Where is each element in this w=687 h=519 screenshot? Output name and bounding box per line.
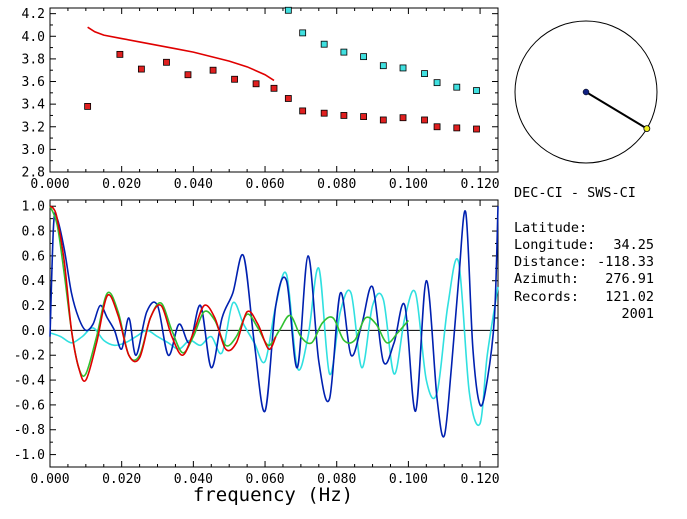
x-tick-label: 0.120 bbox=[461, 177, 500, 192]
compass-circle bbox=[514, 20, 658, 164]
latitude-label: Latitude: bbox=[514, 219, 588, 236]
y-tick-label: 4.0 bbox=[22, 30, 45, 45]
cyan-marker bbox=[379, 62, 387, 70]
y-tick-label: 3.2 bbox=[22, 120, 45, 135]
y-tick-label: 0.8 bbox=[22, 225, 45, 240]
cyan-marker bbox=[453, 83, 461, 91]
x-tick-label: 0.040 bbox=[174, 472, 213, 487]
plot-frame bbox=[49, 199, 499, 468]
y-tick-label: 2.8 bbox=[22, 166, 45, 181]
cyan-marker bbox=[320, 40, 328, 48]
x-tick-label: 0.000 bbox=[30, 177, 69, 192]
latitude-row: Latitude: 34.25 bbox=[514, 202, 684, 253]
station-origin-dot bbox=[582, 88, 590, 96]
y-tick-label: -0.8 bbox=[14, 423, 45, 438]
records-label: Records: bbox=[514, 288, 580, 305]
distance-label: Distance: bbox=[514, 254, 588, 271]
y-tick-label: 3.6 bbox=[22, 75, 45, 90]
cyan-series-line bbox=[49, 258, 499, 426]
cyan-marker bbox=[399, 64, 407, 72]
red-marker bbox=[379, 116, 387, 124]
red-marker bbox=[320, 109, 328, 117]
red-marker bbox=[299, 107, 307, 115]
x-axis-label: frequency (Hz) bbox=[193, 484, 353, 506]
red-marker bbox=[184, 71, 192, 79]
plot-frame bbox=[49, 7, 499, 173]
y-tick-label: 3.4 bbox=[22, 98, 46, 113]
cyan-marker bbox=[360, 53, 368, 61]
y-tick-label: 0.2 bbox=[22, 299, 45, 314]
azimuth-value: 121.02 bbox=[605, 288, 654, 305]
station-target-dot bbox=[643, 125, 651, 132]
records-row: Records: 2001 bbox=[514, 271, 684, 322]
longitude-label: Longitude: bbox=[514, 236, 596, 253]
cyan-marker bbox=[473, 87, 480, 94]
dispersion-curve bbox=[87, 26, 275, 82]
red-marker bbox=[421, 116, 428, 124]
x-tick-label: 0.060 bbox=[245, 472, 284, 487]
red-marker bbox=[473, 125, 480, 133]
y-tick-label: 0.6 bbox=[22, 249, 45, 264]
x-tick-label: 0.120 bbox=[461, 472, 500, 487]
x-tick-label: 0.020 bbox=[102, 177, 141, 192]
coherency-chart: frequency (Hz) 1.0 0.8 0.6 0.4 0.2 0.0 -0.2 -0.… bbox=[14, 199, 500, 506]
red-marker bbox=[209, 66, 217, 74]
cyan-marker bbox=[340, 48, 348, 56]
y-tick-label: 0.0 bbox=[22, 324, 45, 339]
y-tick-label: 4.2 bbox=[22, 7, 45, 22]
cyan-marker bbox=[433, 79, 441, 87]
cyan-marker bbox=[421, 70, 428, 77]
x-tick-label: 0.040 bbox=[174, 177, 213, 192]
red-marker bbox=[453, 124, 461, 132]
x-tick-label: 0.000 bbox=[30, 472, 69, 487]
red-marker bbox=[284, 95, 292, 102]
azimuth-vector bbox=[585, 91, 648, 130]
station-pair-title: DEC-CI - SWS-CI bbox=[514, 185, 636, 201]
red-series-line bbox=[49, 205, 277, 382]
cyan-marker bbox=[299, 29, 307, 37]
y-tick-label: 3.8 bbox=[22, 52, 45, 67]
y-tick-label: 3.0 bbox=[22, 143, 45, 158]
cyan-marker bbox=[284, 6, 292, 14]
y-tick-label: 0.4 bbox=[22, 274, 46, 289]
x-tick-label: 0.020 bbox=[102, 472, 141, 487]
red-marker bbox=[163, 58, 170, 66]
station-info-panel: DEC-CI - SWS-CI Latitude: 34.25 Longitud… bbox=[514, 185, 684, 322]
x-tick-label: 0.100 bbox=[389, 472, 428, 487]
y-tick-label: 1.0 bbox=[22, 200, 45, 215]
x-tick-label: 0.080 bbox=[317, 472, 356, 487]
y-tick-label: -0.2 bbox=[14, 349, 45, 364]
distance-row: Distance: 276.91 bbox=[514, 237, 684, 287]
red-marker bbox=[340, 112, 348, 119]
red-marker bbox=[360, 113, 368, 120]
y-tick-label: -0.4 bbox=[14, 374, 45, 389]
azimuth-row: Azimuth: 121.02 bbox=[514, 254, 684, 304]
x-tick-label: 0.080 bbox=[317, 177, 356, 192]
red-marker bbox=[399, 114, 407, 122]
longitude-value: -118.33 bbox=[597, 254, 654, 271]
distance-value: 276.91 bbox=[605, 271, 654, 288]
red-marker bbox=[270, 84, 278, 92]
red-marker bbox=[433, 123, 441, 131]
azimuth-compass bbox=[514, 20, 658, 164]
x-tick-label: 0.060 bbox=[245, 177, 284, 192]
red-marker bbox=[116, 50, 124, 58]
dispersion-chart: 2.8 3.0 3.2 3.4 3.6 3.8 4.0 4.2 0.000 0.020 0.040 0… bbox=[22, 6, 500, 192]
blue-series-line bbox=[49, 206, 499, 438]
x-tick-label: 0.100 bbox=[389, 177, 428, 192]
latitude-value: 34.25 bbox=[613, 236, 654, 253]
y-tick-label: -1.0 bbox=[14, 448, 45, 463]
records-value: 2001 bbox=[621, 306, 654, 323]
azimuth-label: Azimuth: bbox=[514, 271, 580, 288]
red-marker bbox=[84, 103, 92, 110]
red-marker bbox=[137, 65, 145, 73]
longitude-row: Longitude: -118.33 bbox=[514, 220, 684, 270]
y-tick-label: -0.6 bbox=[14, 398, 45, 413]
red-marker bbox=[231, 75, 238, 83]
red-marker bbox=[252, 80, 260, 88]
